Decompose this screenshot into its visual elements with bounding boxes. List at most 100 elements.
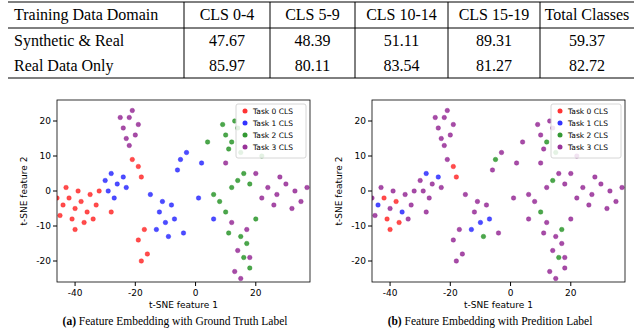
point (73, 227, 78, 232)
x-tick (390, 282, 391, 286)
point (154, 227, 159, 232)
table-cell: 47.67 (209, 32, 245, 49)
point (445, 157, 450, 162)
point (272, 203, 277, 208)
point (451, 122, 456, 127)
point (290, 206, 295, 211)
point (379, 185, 384, 190)
point (394, 199, 399, 204)
y-tick-label: -20 (36, 256, 51, 266)
point (454, 259, 459, 264)
point (211, 192, 216, 197)
point (421, 189, 426, 194)
point (575, 196, 580, 201)
legend-label: Task 1 CLS (252, 119, 293, 128)
point (244, 227, 249, 232)
point (241, 171, 246, 176)
point (76, 189, 81, 194)
point (556, 255, 561, 260)
x-tick (570, 282, 571, 286)
point (514, 161, 519, 166)
point (553, 276, 558, 281)
point (136, 164, 141, 169)
point (418, 178, 423, 183)
y-tick-label: 10 (40, 151, 52, 161)
legend-marker (243, 121, 248, 126)
point (451, 164, 456, 169)
point (61, 203, 66, 208)
point (226, 147, 231, 152)
x-tick-label: -40 (68, 288, 83, 298)
y-tick-label: -20 (351, 256, 366, 266)
point (67, 196, 72, 201)
point (605, 206, 610, 211)
table-divider (270, 2, 271, 78)
legend-marker (558, 109, 563, 114)
y-tick (368, 191, 372, 192)
x-tick (450, 282, 451, 286)
point (130, 108, 135, 113)
x-tick-label: -20 (443, 288, 458, 298)
point (406, 217, 411, 222)
point (388, 206, 393, 211)
point (163, 220, 168, 225)
y-tick (53, 226, 57, 227)
point (439, 136, 444, 141)
point (88, 192, 93, 197)
y-tick-label: 10 (355, 151, 367, 161)
point (463, 192, 468, 197)
point (535, 122, 540, 127)
point (442, 115, 447, 120)
point (442, 143, 447, 148)
point (124, 136, 129, 141)
point (94, 203, 99, 208)
x-tick (75, 282, 76, 286)
point (544, 140, 549, 145)
point (475, 199, 480, 204)
x-tick-label: 0 (508, 288, 514, 298)
table-cell: 59.37 (569, 32, 605, 49)
point (229, 220, 234, 225)
legend-label: Task 3 CLS (252, 143, 293, 152)
point (157, 210, 162, 215)
caption-tag: (a) (63, 315, 77, 328)
caption: (a) Feature Embedding with Ground Truth … (63, 315, 288, 328)
point (436, 175, 441, 180)
point (139, 259, 144, 264)
point (412, 189, 417, 194)
plot-frame (372, 100, 625, 282)
point (427, 196, 432, 201)
point (175, 168, 180, 173)
point (385, 217, 390, 222)
point (373, 213, 378, 218)
point (220, 122, 225, 127)
table-cell: 48.39 (295, 32, 331, 49)
caption-text: Feature Embedding with Predition Label (402, 315, 593, 328)
legend-marker (558, 133, 563, 138)
point (136, 122, 141, 127)
legend-label: Task 3 CLS (567, 143, 608, 152)
table-cell: CLS 5-9 (285, 6, 340, 23)
point (130, 157, 135, 162)
legend-marker (558, 145, 563, 150)
point (499, 150, 504, 155)
point (178, 157, 183, 162)
point (481, 234, 486, 239)
x-tick (510, 282, 511, 286)
point (299, 199, 304, 204)
point (121, 175, 126, 180)
point (484, 203, 489, 208)
point (205, 140, 210, 145)
point (79, 199, 84, 204)
point (293, 189, 298, 194)
point (109, 210, 114, 215)
x-tick-label: -40 (383, 288, 398, 298)
point (244, 241, 249, 246)
plot-frame (57, 100, 310, 282)
table-divider (448, 2, 449, 78)
y-tick-label: 0 (45, 186, 51, 196)
legend-marker (243, 145, 248, 150)
legend-label: Task 0 CLS (567, 107, 608, 116)
point (247, 266, 252, 271)
legend-box (236, 104, 306, 158)
